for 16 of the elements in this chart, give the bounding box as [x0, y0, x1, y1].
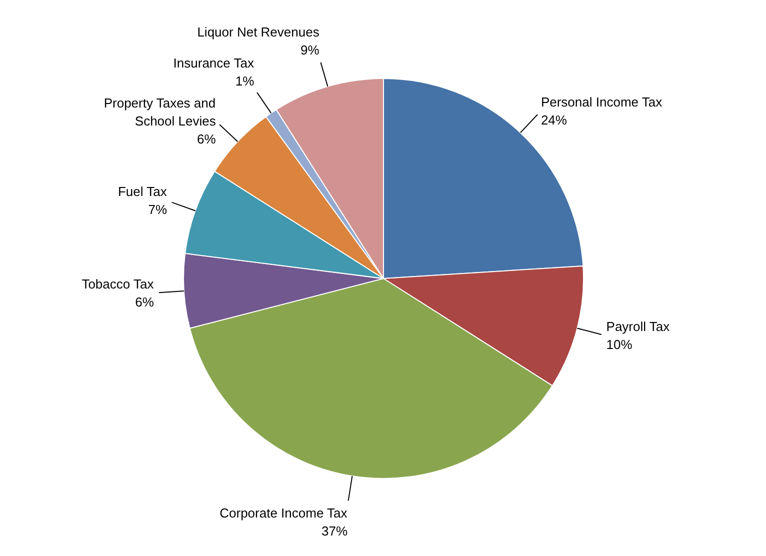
slice-label: Property Taxes and School Levies	[104, 96, 216, 129]
data-label: 37%	[322, 524, 348, 539]
slice-label: Insurance Tax	[173, 55, 254, 70]
slice-label: Fuel Tax	[118, 184, 168, 200]
slice-label: Tobacco Tax	[82, 276, 154, 292]
data-label: 10%	[606, 337, 633, 352]
data-label: 6%	[197, 132, 216, 147]
slice-label: Liquor Net Revenues	[197, 24, 320, 40]
slice-label: Payroll Tax	[606, 319, 670, 334]
slice-label: Personal Income Tax	[540, 94, 663, 110]
data-label: 9%	[300, 42, 320, 58]
slice-label: Corporate Income Tax	[220, 506, 348, 521]
data-label: 6%	[135, 294, 154, 310]
data-label: 24%	[540, 112, 568, 128]
data-label: 7%	[148, 202, 168, 218]
data-label: 1%	[235, 73, 255, 88]
